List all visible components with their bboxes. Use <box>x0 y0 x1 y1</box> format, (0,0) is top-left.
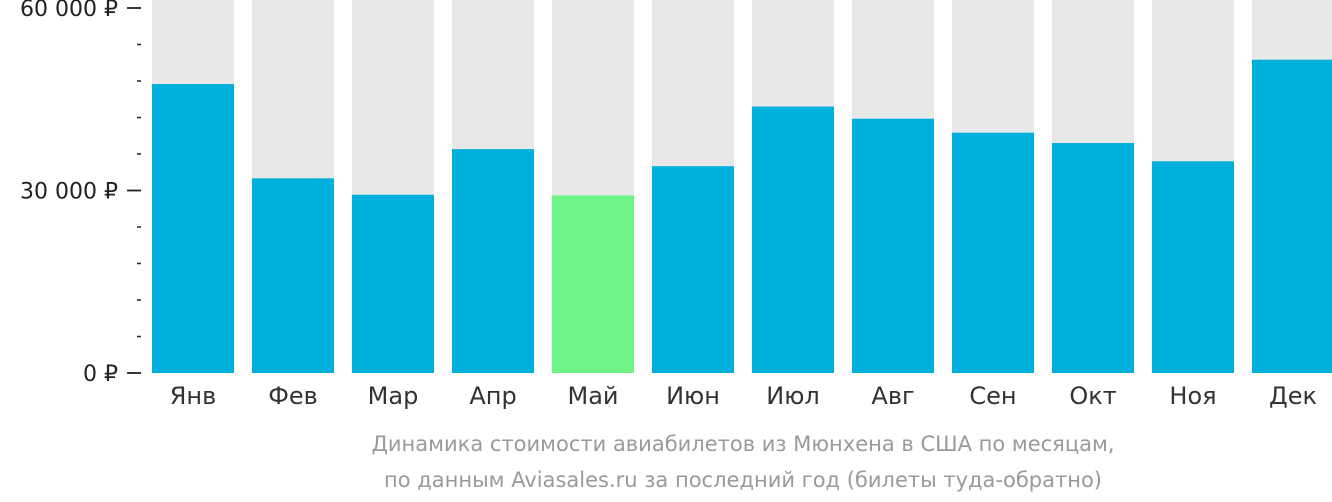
bar-7[interactable] <box>752 106 834 374</box>
bars <box>152 59 1332 374</box>
chart-caption-line-2: по данным Aviasales.ru за последний год … <box>384 468 1102 492</box>
x-tick-label-9: Сен <box>969 382 1016 410</box>
bar-10[interactable] <box>1052 143 1134 373</box>
bar-4[interactable] <box>452 149 534 373</box>
x-tick-label-5: Май <box>567 382 618 410</box>
bar-11[interactable] <box>1152 161 1234 373</box>
y-tick-label-3: 60 000 ₽ <box>20 0 118 22</box>
x-tick-label-7: Июл <box>766 382 820 410</box>
chart-caption-line-1: Динамика стоимости авиабилетов из Мюнхен… <box>372 432 1115 456</box>
x-tick-label-10: Окт <box>1069 382 1116 410</box>
x-tick-label-6: Июн <box>666 382 720 410</box>
bar-12[interactable] <box>1252 59 1332 373</box>
y-tick-label-2: 30 000 ₽ <box>20 180 118 205</box>
bar-3[interactable] <box>352 194 434 373</box>
y-tick-label-1: 0 ₽ <box>83 362 118 387</box>
bar-9[interactable] <box>952 132 1034 373</box>
x-tick-label-8: Авг <box>871 382 914 410</box>
x-tick-label-3: Мар <box>368 382 419 410</box>
bar-6[interactable] <box>652 166 734 373</box>
bar-5[interactable] <box>552 195 634 373</box>
x-tick-label-1: Янв <box>170 382 217 410</box>
y-axis: 0 ₽ 30 000 ₽ 60 000 ₽ <box>20 0 141 387</box>
bar-1[interactable] <box>152 84 234 374</box>
bar-8[interactable] <box>852 118 934 373</box>
x-tick-label-11: Ноя <box>1169 382 1216 410</box>
x-tick-label-2: Фев <box>268 382 318 410</box>
x-axis: Янв Фев Мар Апр Май Июн Июл Авг Сен Окт Ноя Дек <box>170 382 1317 410</box>
x-tick-label-12: Дек <box>1269 382 1317 410</box>
x-tick-label-4: Апр <box>469 382 516 410</box>
bar-2[interactable] <box>252 178 334 373</box>
